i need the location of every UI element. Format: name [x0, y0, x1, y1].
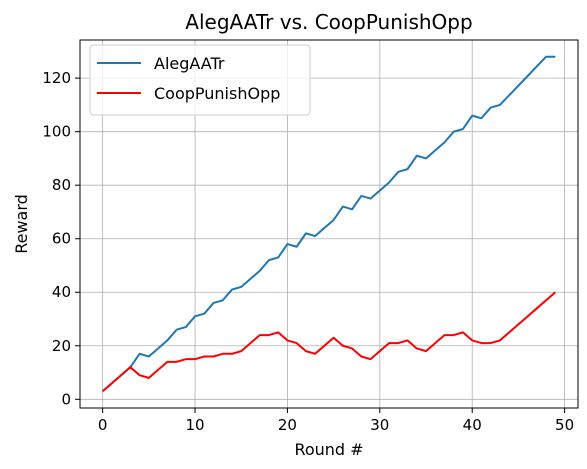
x-tick-label: 20	[278, 416, 297, 434]
legend-label: AlegAATr	[154, 54, 225, 73]
legend-label: CoopPunishOpp	[154, 84, 280, 103]
series-lines	[101, 55, 557, 393]
y-tick-label: 60	[52, 230, 71, 248]
y-tick-label: 120	[42, 69, 71, 87]
y-tick-label: 20	[52, 337, 71, 355]
x-tick-label: 50	[555, 416, 574, 434]
y-tick-label: 100	[42, 123, 71, 141]
axis-ticks: 0 10 20 30 40 50 0 20 40 60 80 100 120	[42, 69, 574, 434]
legend-box	[89, 44, 311, 116]
plot-frame	[79, 39, 579, 409]
y-axis-label: Reward	[12, 194, 31, 254]
y-tick-label: 80	[52, 176, 71, 194]
y-tick-label: 40	[52, 283, 71, 301]
y-tick-label: 0	[61, 390, 71, 408]
series-line-alegaatr	[101, 55, 556, 393]
x-tick-label: 30	[370, 416, 389, 434]
chart-title: AlegAATr vs. CoopPunishOpp	[185, 10, 472, 34]
x-tick-label: 0	[98, 416, 108, 434]
x-axis-label: Round #	[294, 440, 363, 459]
series-line-cooppunishopp	[101, 291, 557, 393]
legend: AlegAATr CoopPunishOpp	[89, 44, 311, 116]
x-tick-label: 40	[463, 416, 482, 434]
x-tick-label: 10	[185, 416, 204, 434]
